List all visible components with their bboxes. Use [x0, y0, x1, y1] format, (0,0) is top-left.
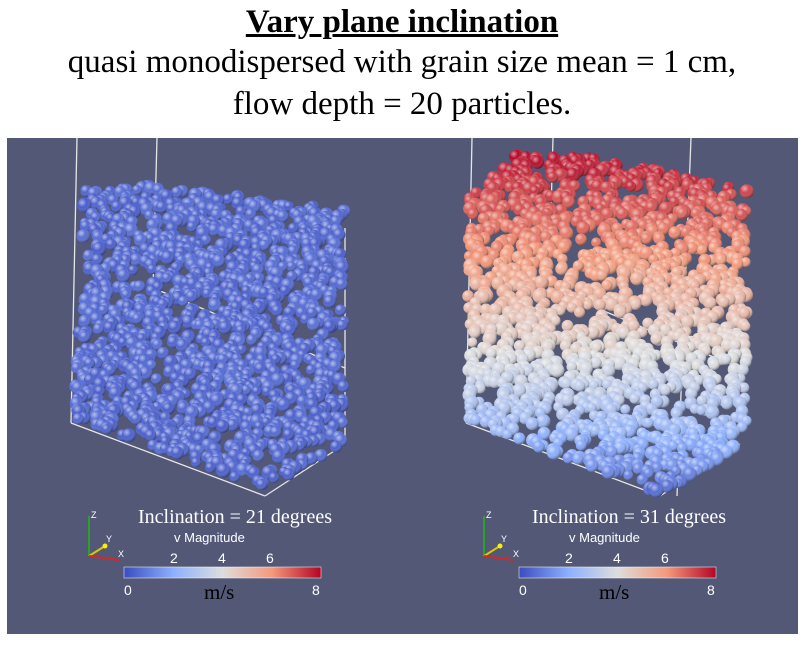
grain-shading [78, 314, 92, 328]
left-particle-bed [69, 179, 351, 491]
grain-shading [205, 462, 216, 473]
grain-shading [222, 193, 234, 205]
grain-shading [167, 320, 182, 335]
grain-shading [144, 429, 157, 442]
grain-shading [616, 207, 629, 221]
grain-shading [72, 412, 84, 425]
grain-shading [218, 320, 232, 335]
grain-shading [530, 155, 545, 169]
grain-shading [547, 171, 558, 183]
grain-shading [625, 181, 637, 192]
grain-shading [480, 255, 494, 269]
grain-shading [216, 419, 230, 433]
grain-shading [740, 321, 751, 332]
subtitle-line-2: flow depth = 20 particles. [232, 86, 572, 122]
grain-shading [190, 457, 201, 468]
grain-shading [468, 326, 481, 339]
grain-shading [630, 271, 644, 286]
grain-shading [245, 208, 257, 220]
grain-shading [287, 222, 299, 234]
grain-shading [133, 280, 146, 293]
grain-shading [131, 313, 143, 324]
grain-shading [170, 446, 184, 460]
grain-shading [229, 471, 240, 483]
right-particle-bed [462, 149, 754, 498]
grain-shading [334, 304, 347, 316]
grain-shading [186, 221, 198, 232]
grain-shading [256, 478, 268, 491]
grain-shading [127, 265, 138, 276]
grain-shading [715, 254, 727, 266]
grain-shading [77, 198, 92, 213]
grain-shading [336, 319, 348, 331]
grain-shading [640, 232, 652, 245]
grain-shading [268, 472, 280, 483]
grain-shading [282, 468, 295, 481]
grain-shading [650, 332, 663, 345]
grain-shading [593, 298, 606, 311]
grain-shading [160, 250, 175, 265]
grain-shading [269, 426, 282, 438]
grain-shading [277, 398, 291, 412]
grain-shading [712, 204, 723, 216]
grain-shading [582, 299, 593, 310]
subtitle-line-1: quasi monodispersed with grain size mean… [67, 44, 737, 80]
render-viewport: Inclination = 21 degrees v Magnitude 2 4… [7, 138, 798, 634]
grain-shading [146, 264, 158, 275]
grain-shading [207, 223, 221, 237]
grain-shading [329, 440, 342, 453]
grain-shading [150, 373, 162, 385]
grain-shading [132, 184, 142, 195]
grain-shading [639, 293, 653, 307]
grain-shading [82, 249, 95, 262]
grain-shading [105, 238, 117, 251]
grain-shading [696, 244, 708, 256]
grain-shading [306, 317, 321, 331]
grain-shading [155, 201, 168, 214]
grain-shading [258, 239, 270, 251]
grain-shading [286, 261, 297, 272]
grain-shading [171, 186, 183, 199]
grain-shading [739, 184, 754, 199]
grain-shading [335, 278, 348, 291]
grain-shading [574, 306, 585, 318]
grain-shading [576, 221, 590, 235]
grain-shading [337, 380, 349, 393]
grain-shading [575, 233, 587, 246]
grain-shading [591, 237, 602, 248]
grain-shading [212, 254, 226, 268]
grain-shading [161, 272, 173, 284]
grain-shading [271, 304, 283, 317]
grain-shading [676, 207, 688, 219]
grain-shading [101, 424, 112, 435]
grain-shading [76, 229, 91, 243]
grain-shading [78, 331, 91, 343]
grain-shading [467, 337, 478, 348]
grain-shading [668, 226, 682, 239]
grain-shading [91, 241, 107, 256]
grain-shading [276, 210, 289, 223]
grain-shading [323, 295, 337, 309]
grain-shading [252, 449, 265, 462]
grain-shading [735, 209, 748, 221]
grain-shading [121, 428, 136, 443]
grain-shading [216, 463, 231, 478]
grain-shading [467, 208, 479, 220]
grain-shading [116, 268, 131, 283]
grain-shading [246, 334, 258, 346]
slide-title: Vary plane inclination [245, 4, 559, 40]
grain-shading [91, 253, 104, 266]
grain-shading [92, 323, 104, 335]
grain-shading [111, 200, 123, 213]
render-canvas [69, 138, 754, 579]
